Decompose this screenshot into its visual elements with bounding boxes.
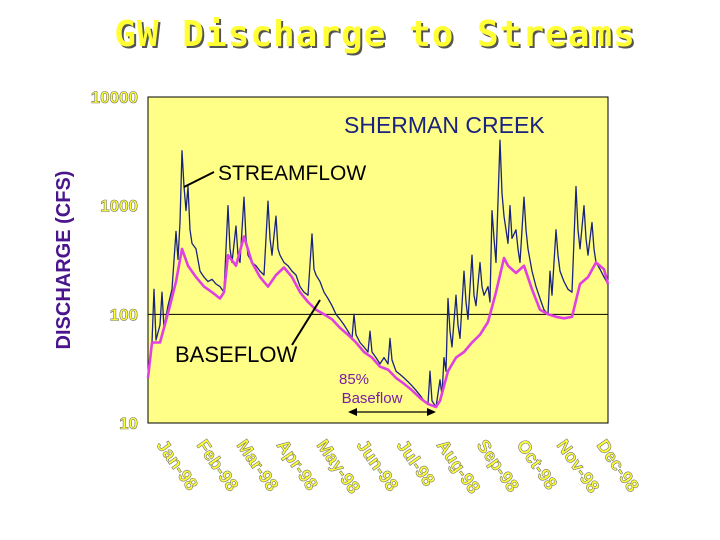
baseflow-percent-value: 85%	[339, 371, 369, 388]
arrowhead-right	[427, 408, 436, 416]
x-tick-label: Apr-98	[273, 436, 322, 494]
baseflow-pointer	[291, 299, 321, 346]
station-label: SHERMAN CREEK	[344, 112, 545, 138]
baseflow-percent-label: Baseflow	[342, 390, 403, 407]
y-tick-label: 1000	[100, 197, 138, 216]
streamflow-label: STREAMFLOW	[218, 162, 366, 185]
baseflow-label: BASEFLOW	[175, 342, 297, 367]
slide-title: GW Discharge to Streams	[114, 14, 636, 55]
y-tick-label: 10000	[91, 88, 138, 107]
baseflow-series-line	[146, 235, 610, 409]
arrowhead-left	[348, 408, 357, 416]
streamflow-pointer	[183, 171, 215, 188]
y-tick-label: 10	[119, 414, 138, 433]
plot-area	[147, 96, 609, 424]
x-tick-label: Jan-98	[153, 436, 202, 494]
y-tick-label: 100	[110, 305, 138, 324]
y-axis-label: DISCHARGE (CFS)	[53, 171, 75, 350]
